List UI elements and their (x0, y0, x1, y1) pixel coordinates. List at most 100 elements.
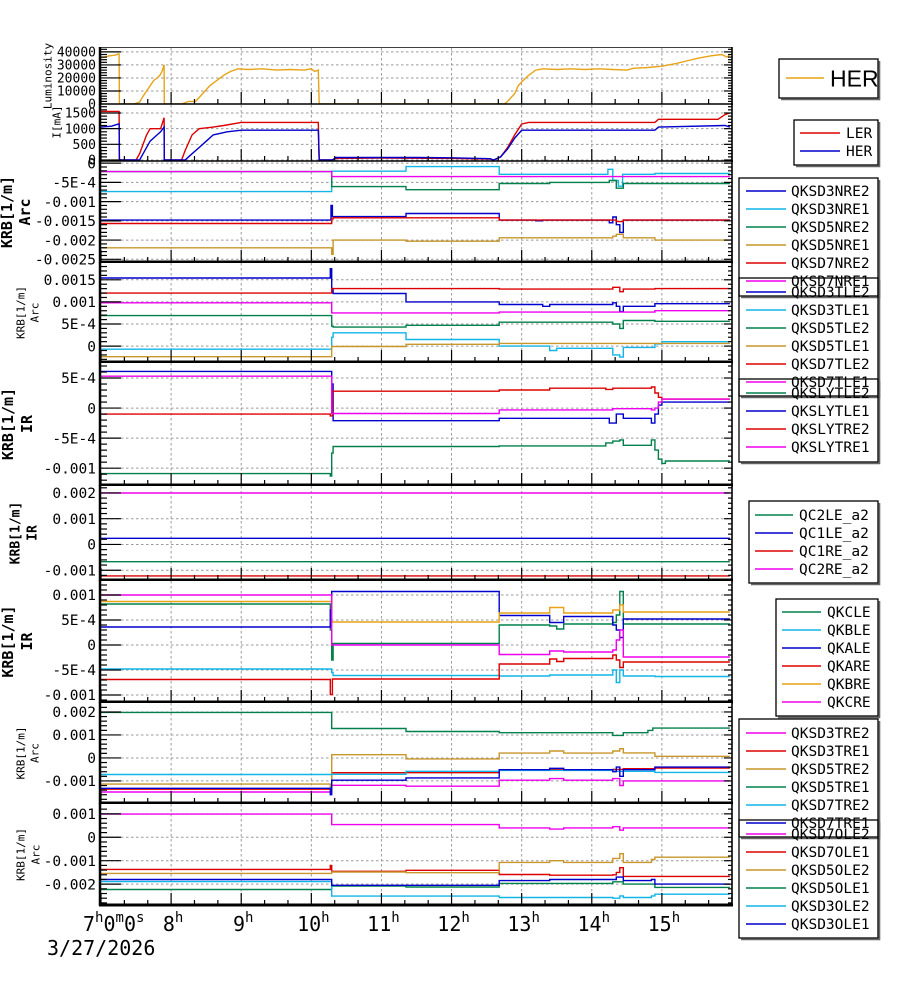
legend-label: QKSD3OLE1 (791, 917, 870, 933)
legend-label: QKSLYTLE2 (791, 386, 870, 402)
x-tick-value: 7 (83, 912, 95, 936)
legend-label: QKSD3OLE2 (791, 899, 870, 915)
x-tick-value: 13 (507, 912, 531, 936)
x-tick-unit: h (321, 910, 329, 926)
y-tick-label: 0.001 (52, 807, 96, 823)
legend-entry: QKSD3OLE1 (746, 917, 870, 933)
y-tick-label: 5E-4 (61, 613, 96, 629)
x-tick-label: 11h (367, 910, 400, 936)
legend-current: LER HER (793, 119, 881, 168)
legend-label: QKSLYTLE1 (791, 404, 870, 420)
y-tick-label: 10000 (57, 85, 96, 100)
x-tick-label: 14h (578, 910, 611, 936)
series-line-qkbre (101, 600, 730, 623)
legend-label: HER (846, 144, 872, 160)
y-tick-label: -5E-4 (52, 176, 96, 192)
legend-entry: QKBLE (782, 623, 871, 639)
x-tick-unit: h (245, 910, 253, 926)
plot-area (101, 581, 732, 702)
y-tick-label: 0.001 (52, 728, 96, 744)
legend-entry: QKSD5TRE2 (746, 762, 870, 778)
y-tick-label: 0.001 (52, 512, 96, 528)
y-tick-label: 0.001 (52, 295, 96, 311)
y-tick-label: 40000 (57, 46, 96, 61)
y-tick-label: -0.001 (44, 854, 96, 870)
legend-label: QKSD3TRE2 (791, 726, 870, 742)
legend-label: QKSLYTRE1 (791, 440, 870, 456)
series-line-qkcre (101, 594, 730, 658)
y-axis-label: KRB[1/m] (15, 286, 28, 339)
legend-box (748, 500, 879, 584)
legend-arc-tle: QKSD3TLE2 QKSD3TLE1 QKSD5TLE2 QKSD5TLE1 QKSD… (738, 277, 881, 399)
panel-arc-tre: -0.001 0 0.001 0.002 KRB[1/m] Arc (15, 702, 733, 805)
legend-entry: QKARE (782, 659, 871, 675)
plot-area (101, 162, 732, 262)
legend-label: QKSD3NRE2 (791, 184, 870, 200)
series-line-qksd5nre1 (101, 233, 730, 255)
y-tick-label: -5E-4 (52, 431, 96, 447)
y-tick-label: 0.001 (52, 588, 96, 604)
x-tick-unit: m (116, 910, 124, 926)
legend-label: QKSD7OLE2 (791, 827, 870, 843)
legend-entry: QKSD5NRE2 (746, 220, 870, 236)
legend-label: QKSD7TLE2 (791, 357, 870, 373)
series-line-qksd3nre1 (101, 165, 730, 193)
legend-entry: QKSD3OLE2 (746, 899, 870, 915)
legend-arc-nre: QKSD3NRE2 QKSD3NRE1 QKSD5NRE2 QKSD5NRE1 QKSD… (738, 177, 881, 299)
legend-label: QKALE (827, 641, 871, 657)
y-tick-label: -0.001 (44, 774, 96, 790)
legend-entry: QKSD7OLE2 (746, 827, 870, 843)
y-axis-label: Arc (16, 198, 34, 225)
x-tick-label: 8h (163, 910, 183, 936)
legend-entry: QKSD5TLE1 (746, 339, 870, 355)
legend-entry: QKSD7TRE2 (746, 798, 870, 814)
legend-entry: QKCRE (782, 695, 871, 711)
y-axis-label: KRB[1/m] (15, 727, 28, 780)
x-tick-unit: h (461, 910, 469, 926)
x-tick-value: 9 (233, 912, 245, 936)
legend-entry: QKSD3NRE2 (746, 184, 870, 200)
legend-ir-qc: QC2LE_a2 QC1LE_a2 QC1RE_a2 QC2RE_a2 (748, 500, 881, 586)
y-axis-label: IR (18, 632, 36, 651)
legend-entry: QKSD5OLE2 (746, 863, 870, 879)
x-tick-value: 0 (103, 912, 115, 936)
legend-label: QC2LE_a2 (799, 508, 869, 524)
y-tick-label: 0 (87, 751, 96, 767)
y-tick-label: 30000 (57, 59, 96, 74)
panel-ir-qc: -0.001 0 0.001 0.002 KRB[1/m] IR (9, 485, 733, 582)
legend-label: QKSD5TLE1 (791, 339, 870, 355)
y-tick-label: 5E-4 (61, 371, 96, 387)
y-axis-label: IR (26, 525, 41, 541)
legend-label: QKSLYTRE2 (791, 422, 870, 438)
y-tick-label: -0.0015 (35, 214, 96, 230)
y-tick-label: 5E-4 (61, 317, 96, 333)
legend-label: QKSD5TLE2 (791, 321, 870, 337)
series-line-qkble (101, 668, 730, 684)
legend-box (738, 378, 879, 463)
legend-entry: QKSD3TRE1 (746, 744, 870, 760)
series-line-qksd3tre2 (101, 777, 730, 793)
series-line-qksd3ole1 (101, 876, 730, 886)
legend-ir-qk: QKCLE QKBLE QKALE QKARE QKBRE QKCRE (775, 598, 881, 719)
legend-shadow (741, 822, 881, 941)
series-line-qksd7nre1 (101, 170, 730, 178)
legend-entry: QKSD5NRE1 (746, 238, 870, 254)
legend-label: QKSD3TRE1 (791, 744, 870, 760)
plot-area (101, 363, 732, 485)
x-tick-label: 13h (507, 910, 540, 936)
legend-entry: QKSD5TRE1 (746, 780, 870, 796)
legend-entry: QC2RE_a2 (755, 562, 869, 578)
series-line-ler (101, 110, 731, 161)
legend-entry: LER (800, 126, 872, 142)
legend-box (738, 718, 879, 838)
y-tick-label: 0 (87, 156, 96, 172)
legend-entry: QKSD3NRE1 (746, 202, 870, 218)
legend-box (738, 819, 879, 939)
y-axis-label: KRB[1/m] (0, 176, 16, 248)
legend-label: QKSD5NRE1 (791, 238, 870, 254)
legend-entry: QKSD3TRE2 (746, 726, 870, 742)
y-tick-label: -5E-4 (52, 663, 96, 679)
legend-arc-ole: QKSD7OLE2 QKSD7OLE1 QKSD5OLE2 QKSD5OLE1 QKSD… (738, 819, 881, 941)
legend-shadow (781, 61, 881, 101)
legend-entry: QKSD3TLE1 (746, 303, 870, 319)
